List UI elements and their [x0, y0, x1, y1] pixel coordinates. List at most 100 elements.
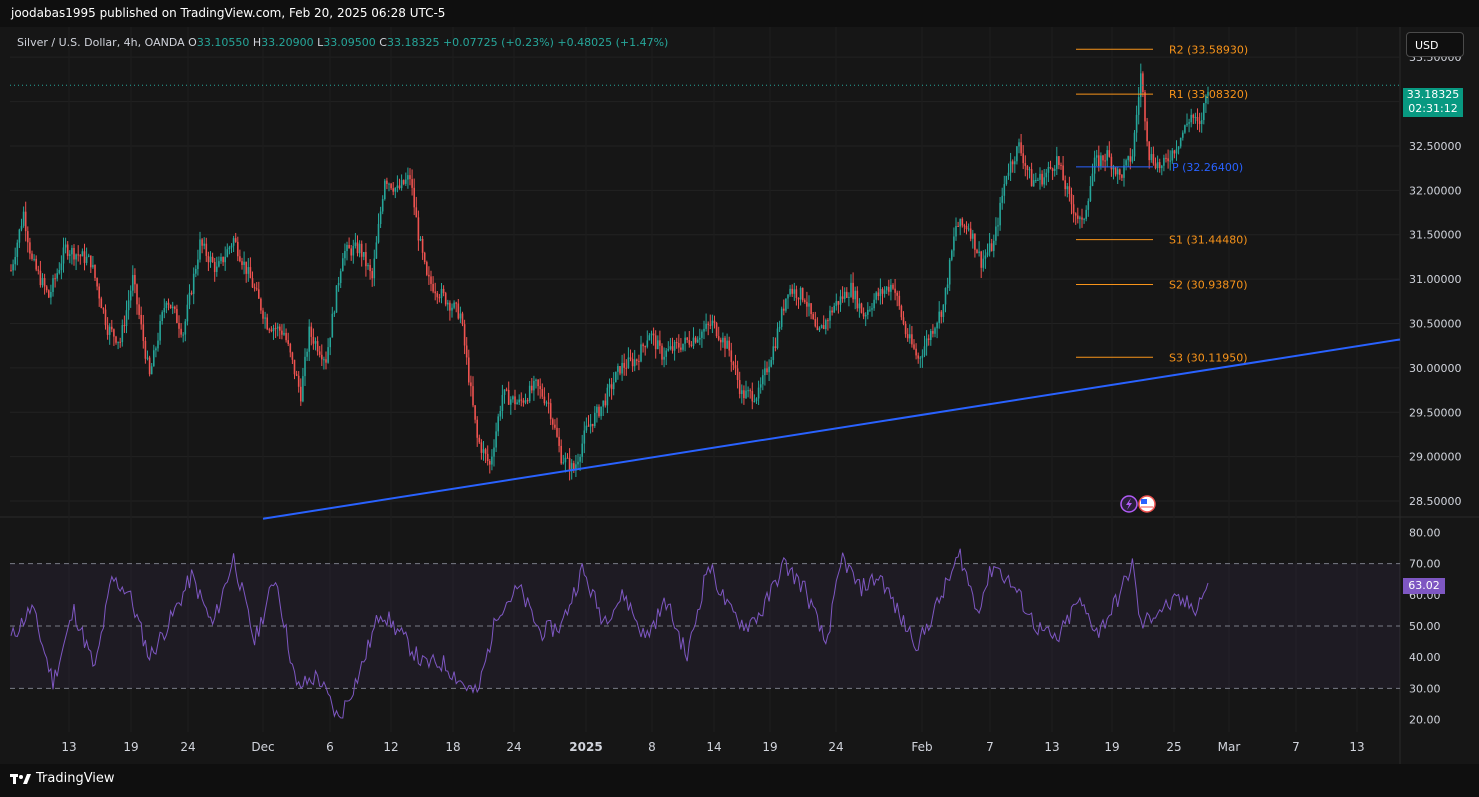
candle-body [751, 391, 754, 402]
grid-lines [0, 27, 1479, 764]
high-value: 33.20900 [261, 36, 314, 49]
candle-body [858, 303, 861, 309]
candle-body [1053, 168, 1056, 171]
lightning-glyph [1126, 498, 1132, 510]
candle-body [642, 344, 644, 347]
candle-body [249, 267, 252, 279]
candle-body [381, 199, 384, 212]
candle-body [360, 243, 363, 257]
candle-body [875, 292, 877, 300]
candle-body [539, 386, 541, 389]
candle-body [791, 288, 793, 294]
candle-body [1072, 204, 1075, 214]
candle-body [503, 389, 506, 395]
candle-body [965, 225, 968, 230]
candle-body [902, 317, 905, 324]
candle-body [87, 255, 90, 257]
candle-body [864, 314, 867, 317]
candle-body [526, 400, 529, 402]
candle-body [770, 360, 772, 367]
candle-body [633, 359, 636, 367]
candle-body [785, 298, 787, 311]
rsi-value-tag: 63.02 [1403, 578, 1445, 594]
candle-body [337, 282, 340, 286]
candle-body [1125, 160, 1127, 166]
candle-body [959, 218, 961, 227]
candle-body [371, 271, 373, 279]
candle-body [472, 386, 474, 406]
candle-body [915, 348, 917, 356]
candle-body [833, 305, 835, 313]
candle-body [367, 265, 369, 267]
candle-body [925, 338, 928, 347]
candle-body [1123, 165, 1125, 178]
time-axis[interactable]: 13 19 24 Dec 6 12 18 24 2025 8 14 19 24 Feb 7 13 19 25 Mar… [61, 740, 1364, 754]
candle-body [1039, 173, 1041, 180]
candle-body [262, 310, 264, 319]
candle-body [1030, 169, 1033, 187]
candle-body [153, 350, 155, 367]
candle-body [465, 345, 468, 358]
time-tick-label: Feb [911, 740, 932, 754]
candle-body [1049, 166, 1052, 169]
candle-body [583, 430, 586, 444]
candle-body [1165, 157, 1167, 159]
candle-body [1135, 114, 1138, 133]
candle-body [867, 309, 869, 315]
price-tick-label: 31.00000 [1409, 273, 1462, 286]
candle-body [85, 256, 88, 263]
candle-body [1022, 153, 1024, 164]
candle-body [728, 340, 730, 351]
candle-body [839, 296, 842, 305]
candle-body [1156, 162, 1159, 169]
chart-area[interactable]: R2 (33.58930) R1 (33.08320) P (32.26400) S1… [0, 27, 1479, 764]
candle-body [430, 276, 432, 284]
time-tick-label: 19 [762, 740, 777, 754]
candle-body [764, 368, 766, 376]
price-tick-label: 29.00000 [1409, 451, 1462, 464]
price-axis[interactable]: 33.5000033.0000032.5000032.0000031.50000… [1409, 51, 1462, 726]
candle-body [608, 384, 611, 388]
candle-body [644, 346, 646, 348]
candle-body [778, 326, 781, 329]
candle-body [598, 406, 600, 417]
candle-body [570, 463, 573, 472]
candle-body [302, 376, 304, 402]
candle-body [415, 207, 418, 218]
candle-body [98, 286, 100, 299]
candle-body [709, 324, 712, 326]
candle-body [207, 255, 210, 263]
candle-body [522, 400, 525, 403]
candle-body [375, 242, 378, 259]
change-value: +0.07725 (+0.23%) [442, 36, 554, 49]
candle-body [285, 332, 287, 341]
time-tick-label: 8 [648, 740, 656, 754]
candle-body [780, 308, 783, 327]
candle-body [661, 345, 663, 360]
candle-body [856, 290, 859, 309]
candle-body [1077, 215, 1079, 219]
candle-body [1148, 141, 1150, 161]
chart-svg[interactable]: R2 (33.58930) R1 (33.08320) P (32.26400) S1… [0, 27, 1479, 764]
candle-body [524, 400, 527, 403]
candle-body [768, 366, 770, 373]
candle-body [724, 337, 726, 349]
pivot-label: S3 (30.11950) [1169, 351, 1248, 364]
candle-body [394, 187, 397, 192]
candle-body [545, 402, 548, 404]
rsi-line [10, 548, 1209, 719]
candle-body [474, 405, 476, 420]
candle-body [783, 308, 785, 311]
currency-button[interactable]: USD [1406, 32, 1464, 57]
candle-body [1041, 173, 1043, 185]
tradingview-logo[interactable]: TradingView [10, 771, 115, 786]
candle-body [148, 357, 151, 375]
candle-body [421, 238, 424, 253]
footer-bar: TradingView [0, 764, 1479, 797]
candle-body [1142, 73, 1144, 93]
us-flag-canton [1141, 499, 1147, 504]
pivot-label: S2 (30.93870) [1169, 279, 1248, 292]
candle-body [978, 251, 980, 254]
candle-body [478, 437, 481, 443]
candle-body [1163, 157, 1165, 166]
